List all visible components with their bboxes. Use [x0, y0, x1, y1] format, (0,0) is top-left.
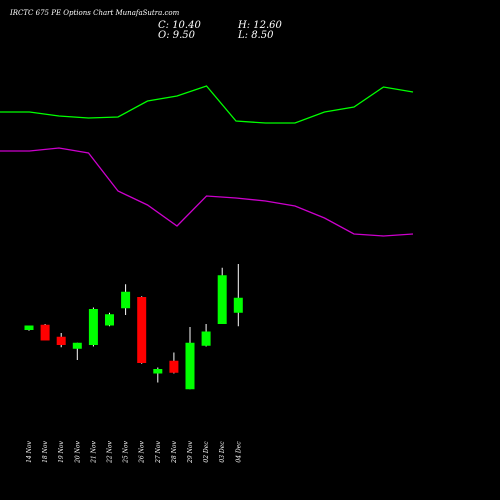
candle-body-up: [153, 369, 163, 374]
candle: [169, 352, 179, 374]
x-axis-labels: 14 Nov 18 Nov 19 Nov 20 Nov 21 Nov 22 Nov 25 N…: [26, 440, 242, 463]
x-tick-label: 18 Nov: [42, 440, 49, 462]
x-tick-label: 27 Nov: [155, 440, 162, 463]
x-tick-label: 26 Nov: [139, 440, 146, 463]
candle-body-down: [56, 336, 66, 345]
candle-body-up: [201, 331, 211, 346]
x-tick-label: 19 Nov: [58, 440, 65, 462]
candle: [137, 296, 147, 364]
green-line: [0, 85, 414, 124]
candle-body-up: [121, 291, 131, 309]
candle-body-up: [88, 309, 98, 345]
x-tick-label: 29 Nov: [187, 440, 194, 463]
x-tick-label: 22 Nov: [107, 440, 114, 463]
x-tick-label: 02 Dec: [203, 441, 210, 463]
candle: [217, 267, 227, 324]
candle: [24, 325, 34, 331]
candle: [40, 324, 50, 341]
candle-body-up: [217, 275, 227, 324]
candle: [56, 333, 66, 348]
indicator-lines: [0, 85, 414, 237]
x-tick-label: 28 Nov: [171, 440, 178, 463]
magenta-line: [0, 147, 414, 237]
candle: [233, 264, 243, 327]
candle: [201, 324, 211, 347]
x-tick-label: 20 Nov: [74, 440, 81, 463]
chart-title: IRCTC 675 PE Options Chart MunafaSutra.c…: [9, 9, 180, 17]
candle-body-up: [24, 325, 34, 330]
low-value: L: 8.50: [237, 30, 274, 41]
candle: [153, 367, 163, 383]
open-value: O: 9.50: [158, 30, 196, 41]
x-tick-label: 04 Dec: [235, 441, 242, 463]
candle: [121, 284, 131, 315]
candle-body-up: [105, 314, 114, 326]
candle: [105, 312, 114, 327]
candle-body-up: [233, 297, 243, 313]
candlesticks: [24, 264, 243, 390]
candle-body-down: [40, 324, 50, 341]
x-tick-label: 03 Dec: [219, 441, 226, 463]
close-value: C: 10.40: [158, 20, 201, 31]
x-tick-label: 25 Nov: [123, 440, 130, 463]
candle-body-up: [72, 342, 82, 349]
x-tick-label: 14 Nov: [26, 440, 33, 462]
candle: [88, 307, 98, 347]
candle-body-down: [137, 297, 147, 363]
candle: [185, 327, 195, 390]
candle-body-up: [185, 342, 195, 390]
high-value: H: 12.60: [237, 20, 283, 31]
candle: [72, 342, 82, 360]
candle-body-down: [169, 360, 179, 373]
x-tick-label: 21 Nov: [90, 440, 97, 463]
